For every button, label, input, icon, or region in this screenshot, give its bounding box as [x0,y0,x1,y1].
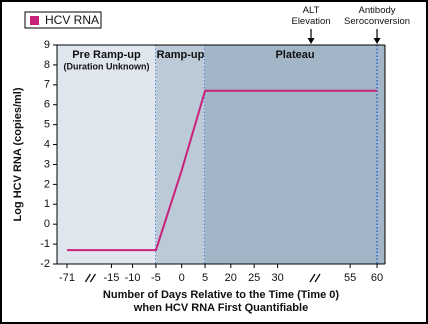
axis-break [309,273,316,283]
x-tick-label: 20 [225,272,237,284]
data-line [67,89,378,252]
y-tick-label: 2 [44,178,50,190]
y-tick-label: 1 [44,198,50,210]
y-tick-label: -1 [40,238,50,250]
annotation: ALT Elevation [291,5,330,27]
region [205,45,385,264]
y-tick-label: 5 [44,119,50,131]
x-tick-label: 25 [248,272,260,284]
x-axis-title: when HCV RNA First Quantifiable [133,302,308,314]
region-label: Pre Ramp-up [72,49,141,61]
y-tick-label: 8 [44,59,50,71]
region-label: Plateau [275,49,314,61]
y-tick-label: 0 [44,218,50,230]
y-tick-label: 7 [44,79,50,91]
x-tick-label: -15 [104,272,120,284]
x-tick-label: -10 [125,272,141,284]
region [57,45,156,264]
x-tick-label: 5 [202,272,208,284]
axis-break [314,273,321,283]
legend-label: HCV RNA [45,13,99,27]
legend-swatch [30,16,39,25]
x-tick-label: 55 [344,272,356,284]
axis-break [89,273,96,283]
axis-break [84,273,91,283]
y-tick-label: 6 [44,99,50,111]
legend-box [24,11,102,29]
x-tick-label: 0 [179,272,185,284]
region-label: Ramp-up [157,49,205,61]
y-axis-title: Log HCV RNA (copies/ml) [12,87,24,221]
x-axis-title: Number of Days Relative to the Time (Tim… [103,289,339,301]
annotation: Antibody Seroconversion [344,5,410,27]
x-tick-label: 30 [271,272,283,284]
x-tick-label: 60 [371,272,383,284]
x-tick-label: -71 [59,272,75,284]
y-tick-label: 3 [44,158,50,170]
region-sublabel: (Duration Unknown) [63,61,149,71]
region [155,45,206,264]
y-tick-label: 4 [44,138,50,150]
annotation-arrowhead [307,38,315,44]
y-tick-label: 9 [44,39,50,51]
y-tick-label: -2 [40,258,50,270]
x-tick-label: -5 [151,272,161,284]
annotation-arrowhead [373,38,381,44]
